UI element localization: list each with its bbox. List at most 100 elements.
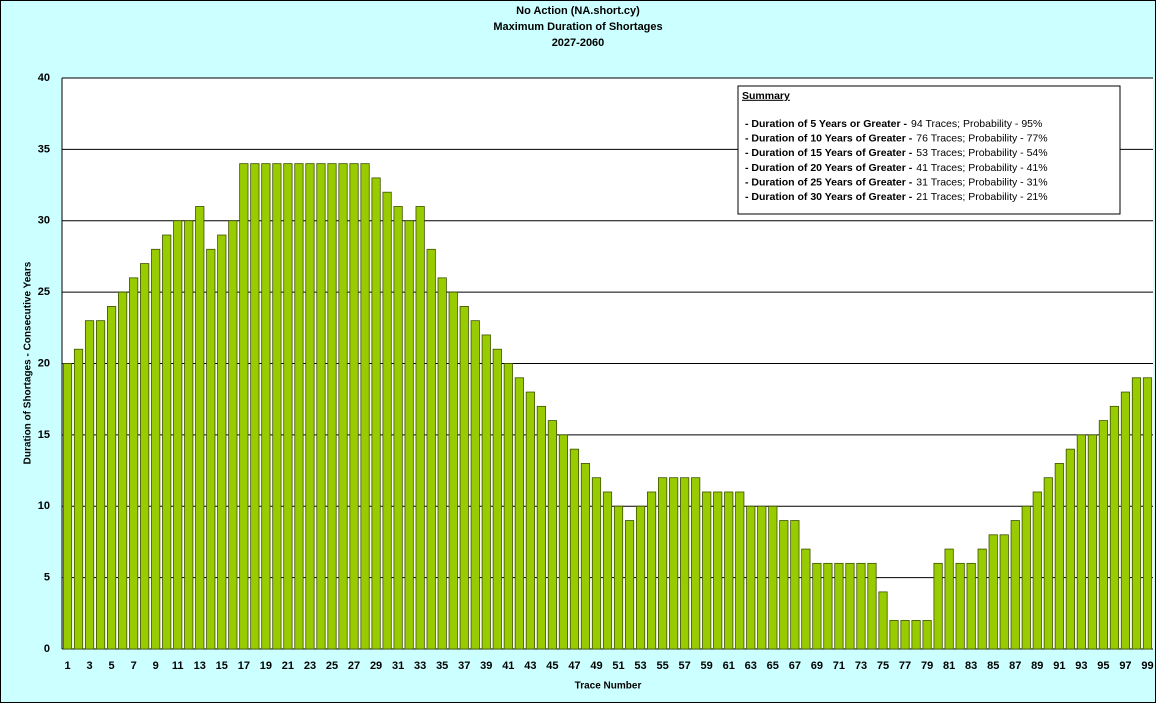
x-tick-label: 33 [414, 660, 426, 672]
bar [724, 491, 734, 650]
bar [878, 591, 888, 650]
bar [713, 491, 723, 650]
summary-label: - Duration of 25 Years of Greater - [745, 176, 913, 188]
bar [955, 562, 965, 650]
bar [1065, 448, 1075, 650]
bar [988, 534, 998, 650]
summary-item: - Duration of 20 Years of Greater -41 Tr… [745, 162, 1048, 174]
chart-title: No Action (NA.short.cy) [516, 5, 640, 17]
bar [856, 562, 866, 650]
summary-item: - Duration of 10 Years of Greater -76 Tr… [745, 132, 1048, 144]
bar [845, 562, 855, 650]
bar [503, 363, 513, 650]
bar [448, 291, 458, 650]
bar [591, 477, 602, 650]
x-tick-label: 85 [987, 660, 999, 672]
bar [437, 277, 447, 650]
bar [305, 163, 315, 650]
bar [62, 363, 73, 650]
x-tick-label: 19 [260, 660, 272, 672]
bar [95, 320, 106, 650]
bar [283, 163, 293, 650]
bar [1043, 477, 1053, 650]
bar [1021, 505, 1031, 650]
x-tick-label: 39 [480, 660, 492, 672]
summary-label: - Duration of 20 Years of Greater - [745, 162, 913, 174]
summary-item: - Duration of 30 Years of Greater -21 Tr… [745, 191, 1048, 203]
bar [360, 163, 370, 650]
bar [790, 520, 800, 650]
bar [316, 163, 326, 650]
x-tick-label: 55 [656, 660, 668, 672]
bar [1032, 491, 1042, 650]
bar [195, 206, 205, 650]
bar [944, 548, 954, 650]
bar [118, 291, 128, 650]
bar [680, 477, 690, 650]
bar [217, 234, 227, 650]
summary-label: - Duration of 10 Years of Greater - [745, 132, 913, 144]
bar [900, 620, 910, 650]
bar [250, 163, 260, 650]
bar [327, 163, 337, 650]
bar [702, 491, 712, 650]
bar [470, 320, 480, 650]
bar [635, 505, 646, 650]
x-tick-label: 31 [392, 660, 404, 672]
x-tick-label: 9 [153, 660, 159, 672]
x-tick-label: 79 [921, 660, 933, 672]
summary-label: - Duration of 30 Years of Greater - [745, 191, 913, 203]
summary-detail: 21 Traces; Probability - 21% [916, 191, 1047, 203]
y-tick-label: 20 [38, 357, 50, 369]
bar [812, 562, 822, 650]
x-tick-label: 69 [811, 660, 823, 672]
bar [602, 491, 613, 650]
bar [459, 305, 469, 650]
x-tick-label: 29 [370, 660, 382, 672]
summary-frame [737, 85, 1121, 215]
bar [1087, 434, 1097, 650]
bar [84, 320, 95, 650]
x-tick-label: 13 [194, 660, 206, 672]
bar [536, 405, 546, 650]
bar [492, 348, 502, 650]
bar [129, 277, 139, 650]
bar [547, 420, 557, 650]
bar [272, 163, 282, 650]
summary-item: - Duration of 5 Years or Greater -94 Tra… [745, 118, 1042, 130]
bar [646, 491, 657, 650]
bar [735, 491, 745, 650]
bar [206, 248, 216, 650]
bar [801, 548, 811, 650]
bar [239, 163, 249, 650]
x-tick-label: 77 [899, 660, 911, 672]
x-tick-label: 35 [436, 660, 448, 672]
bar [514, 377, 524, 650]
bar [889, 620, 899, 650]
summary-label: - Duration of 15 Years of Greater - [745, 147, 913, 159]
bar [834, 562, 844, 650]
x-tick-label: 37 [458, 660, 470, 672]
summary-item: - Duration of 15 Years of Greater -53 Tr… [745, 147, 1048, 159]
x-tick-label: 53 [634, 660, 646, 672]
x-tick-label: 21 [282, 660, 294, 672]
bar [73, 348, 84, 650]
chart-subtitle: Maximum Duration of Shortages [493, 21, 662, 33]
x-tick-label: 47 [568, 660, 580, 672]
bars [62, 163, 1153, 650]
bar [1142, 377, 1153, 650]
x-tick-label: 65 [767, 660, 779, 672]
bar [779, 520, 789, 650]
bar [1109, 405, 1120, 650]
bar [933, 562, 943, 650]
y-axis-label: Duration of Shortages - Consecutive Year… [23, 261, 34, 464]
bar [426, 248, 436, 650]
y-tick-label: 35 [38, 143, 50, 155]
bar [151, 248, 161, 650]
summary-detail: 53 Traces; Probability - 54% [916, 147, 1047, 159]
x-tick-label: 63 [745, 660, 757, 672]
x-tick-label: 59 [701, 660, 713, 672]
summary-label: - Duration of 5 Years or Greater - [745, 118, 908, 130]
bar [691, 477, 701, 650]
